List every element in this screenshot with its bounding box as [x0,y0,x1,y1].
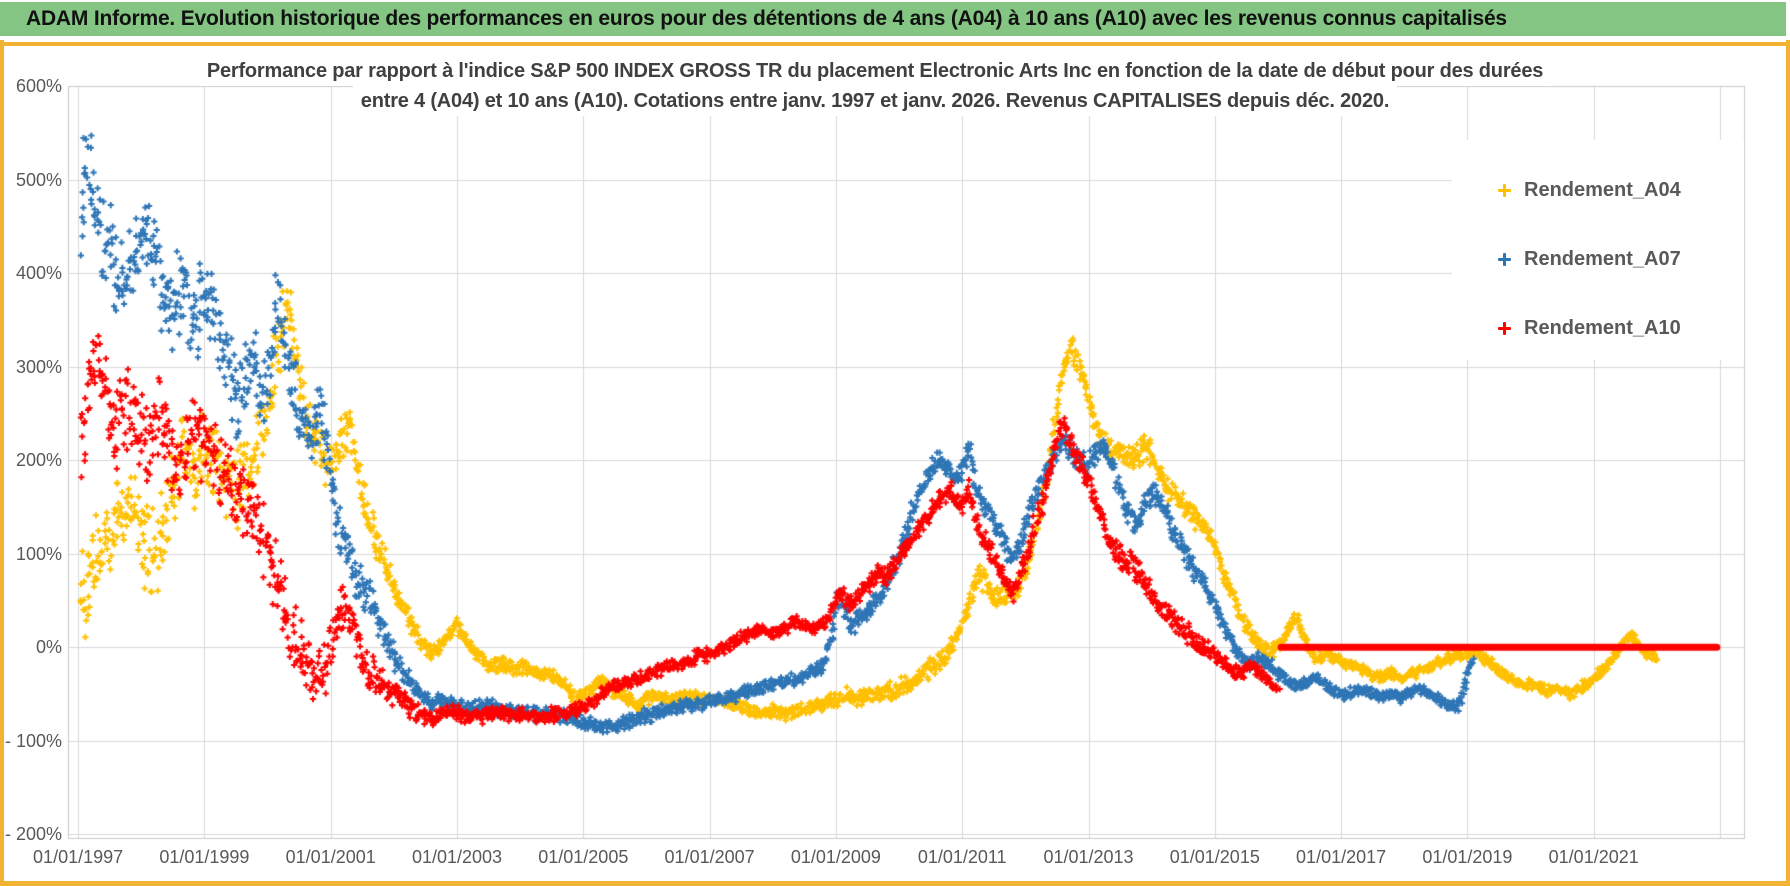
legend-entry-label: Rendement_A04 [1524,178,1681,201]
x-axis-tick-label: 01/01/1997 [33,847,124,867]
plus-marker-icon [1498,183,1511,197]
y-axis-tick-label: 500% [15,169,62,190]
frame-left-line [0,40,4,886]
x-axis-tick-label: 01/01/2005 [538,847,629,867]
x-axis-tick-label: 01/01/1999 [159,847,250,867]
y-axis-tick-label: - 200% [4,824,62,845]
y-axis-tick-label: 100% [15,543,62,564]
x-axis-tick-label: 01/01/2019 [1422,847,1513,867]
frame-right-line [1786,40,1790,886]
legend-entry-a04: Rendement_A04 [1498,176,1681,204]
x-axis-tick-label: 01/01/2013 [1043,847,1134,867]
x-axis-tick-label: 01/01/2001 [285,847,376,867]
frame-bottom-line [0,881,1790,886]
legend-entry-label: Rendement_A10 [1524,316,1681,339]
x-axis-tick-label: 01/01/2021 [1548,847,1639,867]
y-axis-tick-label: 0% [35,637,62,658]
y-axis-tick-label: 400% [15,263,62,284]
report-title: ADAM Informe. Evolution historique des p… [26,7,1507,30]
y-axis-tick-label: - 100% [4,730,62,751]
x-axis-tick-label: 01/01/2011 [917,847,1007,867]
x-axis-tick-label: 01/01/2003 [411,847,503,867]
plus-marker-icon [1498,321,1511,335]
x-axis-tick-label: 01/01/2009 [790,847,881,867]
report-header-band: ADAM Informe. Evolution historique des p… [0,2,1786,36]
legend-entry-a07: Rendement_A07 [1498,245,1681,273]
y-axis-tick-label: 200% [15,450,62,471]
legend-entry-a10: Rendement_A10 [1498,314,1681,342]
x-axis-tick-label: 01/01/2017 [1296,847,1387,867]
x-axis-tick-label: 01/01/2015 [1169,847,1260,867]
legend-entry-label: Rendement_A07 [1524,247,1681,270]
plus-marker-icon [1498,252,1511,266]
frame-top-line [3,42,1786,46]
chart-legend: Rendement_A04 Rendement_A07 Rendement_A10 [1452,140,1744,360]
y-axis-tick-label: 600% [15,76,62,96]
y-axis-tick-label: 300% [15,356,62,377]
x-axis-tick-label: 01/01/2007 [664,847,755,867]
